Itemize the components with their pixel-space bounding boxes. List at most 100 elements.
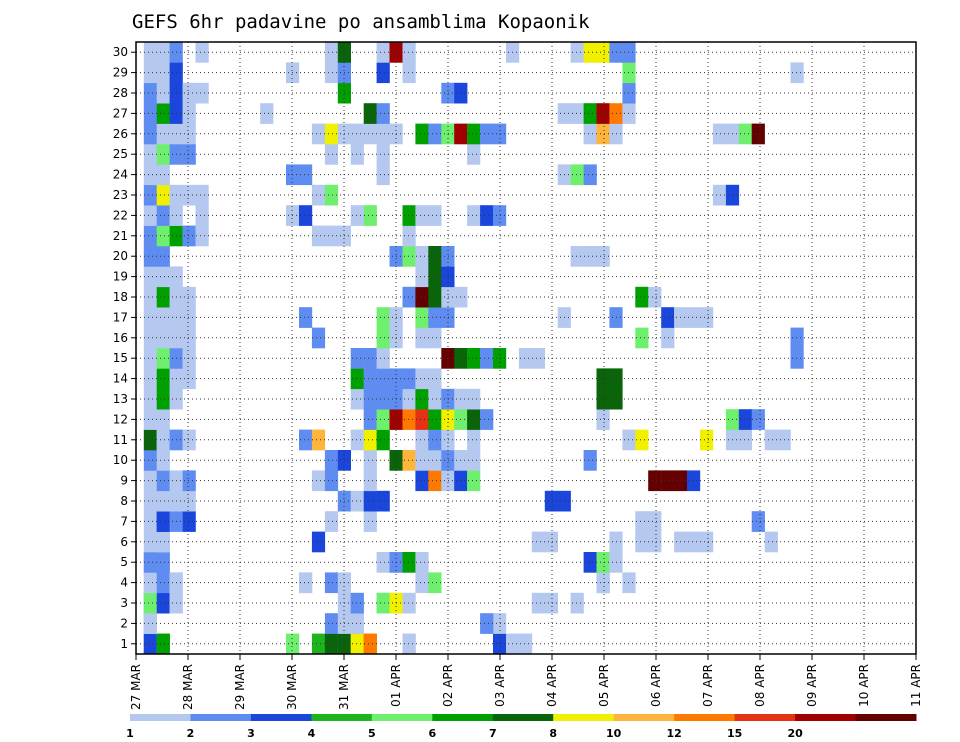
heatmap-cell bbox=[738, 123, 752, 145]
heatmap-cell bbox=[467, 348, 481, 369]
heatmap-cell bbox=[311, 531, 326, 553]
heatmap-cell bbox=[687, 307, 701, 328]
heatmap-cell bbox=[195, 42, 209, 63]
heatmap-cell bbox=[700, 531, 714, 553]
heatmap-cell bbox=[156, 388, 170, 410]
heatmap-cell bbox=[648, 511, 662, 532]
heatmap-cell bbox=[441, 123, 455, 145]
heatmap-cell bbox=[363, 123, 377, 145]
heatmap-cell bbox=[428, 409, 442, 430]
heatmap-cell bbox=[324, 572, 339, 594]
heatmap-cell bbox=[428, 246, 442, 267]
heatmap-cell bbox=[428, 429, 442, 451]
heatmap-cell bbox=[156, 184, 170, 206]
heatmap-cell bbox=[376, 429, 390, 451]
y-tick-label: 18 bbox=[113, 290, 128, 304]
y-tick-label: 12 bbox=[113, 412, 128, 426]
heatmap-cell bbox=[441, 82, 455, 104]
heatmap-cell bbox=[182, 184, 196, 206]
heatmap-cell bbox=[350, 348, 364, 369]
heatmap-cell bbox=[143, 409, 157, 430]
heatmap-cell bbox=[467, 429, 481, 451]
heatmap-cell bbox=[428, 307, 442, 328]
heatmap-cell bbox=[143, 592, 157, 614]
heatmap-cell bbox=[376, 552, 390, 573]
heatmap-cell bbox=[596, 246, 610, 267]
heatmap-cell bbox=[363, 470, 377, 492]
heatmap-cell bbox=[376, 144, 390, 165]
heatmap-cell bbox=[441, 450, 455, 471]
heatmap-cell bbox=[156, 307, 170, 328]
heatmap-cell bbox=[402, 552, 416, 573]
heatmap-cell bbox=[467, 123, 481, 145]
x-tick-label: 29 MAR bbox=[233, 664, 247, 710]
heatmap-cell bbox=[324, 225, 339, 247]
heatmap-cell bbox=[583, 450, 597, 471]
y-tick-label: 16 bbox=[113, 331, 128, 345]
x-tick-label: 01 APR bbox=[389, 664, 403, 707]
heatmap-cell bbox=[480, 348, 494, 369]
y-tick-label: 1 bbox=[120, 637, 128, 651]
heatmap-cell bbox=[143, 184, 157, 206]
heatmap-cell bbox=[570, 42, 584, 63]
heatmap-cell bbox=[182, 490, 196, 512]
heatmap-cell bbox=[583, 164, 597, 186]
heatmap-cell bbox=[299, 307, 313, 328]
heatmap-cell bbox=[583, 246, 597, 267]
heatmap-cell bbox=[363, 429, 377, 451]
chart-title: GEFS 6hr padavine po ansamblima Kopaonik bbox=[132, 11, 590, 33]
heatmap-cell bbox=[402, 388, 416, 410]
y-tick-label: 20 bbox=[113, 249, 128, 263]
heatmap-cell bbox=[324, 42, 339, 63]
x-tick-label: 10 APR bbox=[857, 664, 871, 707]
heatmap-cell bbox=[143, 82, 157, 104]
heatmap-cell bbox=[402, 592, 416, 614]
heatmap-cell bbox=[467, 144, 481, 165]
heatmap-cell bbox=[415, 388, 429, 410]
legend-swatch bbox=[553, 714, 615, 721]
heatmap-cell bbox=[583, 552, 597, 573]
heatmap-cell bbox=[583, 42, 597, 63]
heatmap-cell bbox=[376, 123, 390, 145]
heatmap-cell bbox=[764, 531, 778, 553]
heatmap-cell bbox=[415, 246, 429, 267]
heatmap-cell bbox=[661, 327, 675, 349]
heatmap-cell bbox=[415, 429, 429, 451]
heatmap-cell bbox=[143, 633, 157, 655]
heatmap-cell bbox=[156, 633, 170, 655]
heatmap-cell bbox=[195, 225, 209, 247]
heatmap-cell bbox=[299, 572, 313, 594]
heatmap-cell bbox=[350, 613, 364, 634]
heatmap-cell bbox=[531, 348, 545, 369]
heatmap-cell bbox=[428, 368, 442, 390]
heatmap-cell bbox=[415, 205, 429, 226]
y-tick-label: 7 bbox=[120, 514, 128, 528]
heatmap-cell bbox=[143, 246, 157, 267]
y-tick-label: 25 bbox=[113, 147, 128, 161]
heatmap-cell bbox=[596, 572, 610, 594]
heatmap-cell bbox=[350, 123, 364, 145]
heatmap-cell bbox=[143, 307, 157, 328]
heatmap-cell bbox=[143, 388, 157, 410]
y-tick-label: 10 bbox=[113, 453, 128, 467]
heatmap-cell bbox=[143, 286, 157, 308]
heatmap-cell bbox=[648, 531, 662, 553]
heatmap-cell bbox=[143, 123, 157, 145]
heatmap-cell bbox=[738, 429, 752, 451]
legend-label: 3 bbox=[247, 727, 255, 740]
heatmap-cell bbox=[311, 225, 326, 247]
heatmap-cell bbox=[143, 327, 157, 349]
heatmap-cell bbox=[324, 470, 339, 492]
heatmap-cell bbox=[143, 490, 157, 512]
heatmap-cell bbox=[415, 409, 429, 430]
heatmap-cell bbox=[790, 327, 804, 349]
heatmap-cell bbox=[428, 266, 442, 288]
heatmap-cell bbox=[751, 409, 765, 430]
heatmap-cell bbox=[635, 429, 649, 451]
plot-frame bbox=[135, 41, 917, 655]
heatmap-cell bbox=[415, 470, 429, 492]
heatmap-cell bbox=[156, 470, 170, 492]
y-tick-label: 24 bbox=[113, 168, 128, 182]
heatmap-cell bbox=[143, 572, 157, 594]
